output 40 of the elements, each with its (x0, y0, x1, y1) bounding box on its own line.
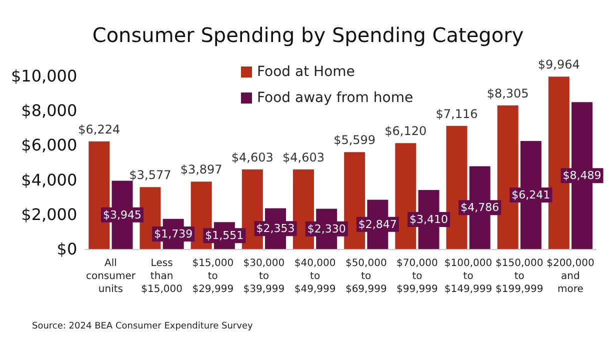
legend-label: Food away from home (257, 90, 414, 106)
data-label: $3,945 (103, 208, 142, 222)
chart-title: Consumer Spending by Spending Category (92, 23, 524, 47)
data-label: $2,847 (358, 218, 397, 231)
source-note: Source: 2024 BEA Consumer Expenditure Survey (32, 322, 254, 332)
data-label: $3,897 (180, 162, 222, 177)
y-tick-label: $2,000 (21, 204, 78, 224)
x-tick-label: $150,000 to $199,999 (496, 258, 544, 295)
x-tick-label: $100,000 to $149,999 (444, 258, 492, 295)
data-label: $6,120 (384, 124, 427, 138)
legend-label: Food at Home (257, 64, 355, 80)
data-label: $1,739 (154, 227, 193, 240)
data-label: $4,603 (282, 150, 324, 164)
x-tick-label: $40,000 to $49,999 (294, 258, 336, 295)
x-tick-label: $50,000 to $69,999 (345, 258, 387, 295)
data-label: $8,305 (486, 86, 529, 100)
y-tick-label: $6,000 (21, 136, 78, 155)
data-label: $2,330 (307, 222, 346, 236)
data-label: $2,353 (256, 222, 295, 236)
x-tick-label: $30,000 to $39,999 (243, 258, 285, 295)
data-label: $1,551 (205, 229, 244, 242)
x-tick-label: $70,000 to $99,999 (396, 258, 438, 295)
data-label: $9,964 (538, 58, 580, 72)
data-label: $4,786 (460, 201, 500, 214)
x-tick-label: All consumer units (86, 258, 136, 295)
y-tick-label: $0 (56, 240, 78, 258)
y-tick-label: $4,000 (21, 170, 78, 190)
data-label: $3,410 (410, 213, 448, 226)
data-label: $4,603 (231, 150, 274, 164)
x-tick-label: $15,000 to $29,999 (192, 258, 234, 295)
x-tick-label: $200,000 and more (546, 258, 594, 295)
data-label: $8,489 (562, 169, 602, 182)
data-label: $6,241 (512, 188, 550, 202)
data-label: $5,599 (334, 133, 376, 148)
data-label: $3,577 (129, 168, 172, 182)
y-tick-label: $8,000 (21, 101, 78, 120)
data-label: $6,224 (78, 122, 120, 136)
x-tick-label: Less than $15,000 (141, 258, 182, 295)
y-tick-label: $10,000 (10, 66, 78, 86)
data-label: $7,116 (436, 106, 478, 121)
